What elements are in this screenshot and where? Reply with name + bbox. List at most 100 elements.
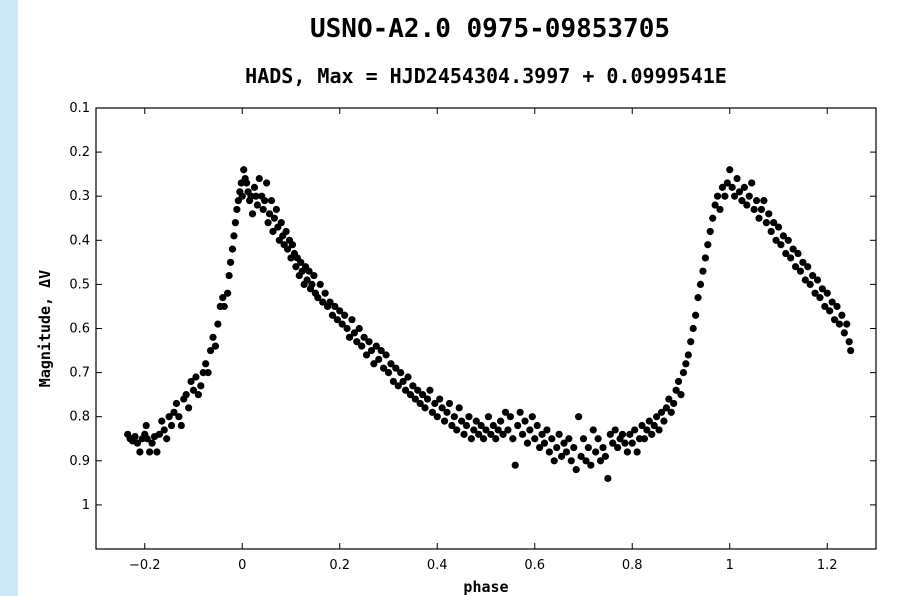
left-accent-bar [0,0,18,596]
y-tick-label: 0.2 [69,145,90,160]
data-point [711,201,719,209]
data-point [462,421,471,430]
data-point [136,448,144,456]
data-point [348,316,356,324]
data-point [259,205,267,214]
data-point [404,373,412,381]
data-point [623,448,631,456]
data-point [426,386,434,394]
data-point [206,346,215,355]
data-point [533,421,541,430]
data-point [175,413,183,421]
data-point [721,192,729,200]
data-point [406,391,415,399]
data-point [782,249,790,258]
data-point [160,426,168,434]
data-point [606,430,614,438]
data-point [265,210,274,218]
data-point [748,179,756,187]
data-point [230,232,238,240]
data-point [677,391,685,399]
data-point [377,346,385,355]
data-point [428,408,436,416]
data-point [448,421,456,430]
data-point [704,241,712,249]
data-point [557,452,566,460]
data-point [531,435,539,443]
data-point [443,408,451,416]
data-point [765,210,773,218]
data-point [657,408,666,416]
data-point [643,426,651,434]
data-point [489,421,497,430]
data-point [482,426,490,434]
data-point [567,457,575,465]
data-point [238,192,246,200]
data-point [648,430,656,438]
data-point [197,382,205,390]
data-point [458,417,466,425]
data-point [755,214,763,222]
data-point [165,413,173,421]
data-point [185,404,193,412]
data-point [328,311,337,319]
data-point [784,236,792,244]
data-point [665,395,673,403]
data-point [796,267,805,275]
data-point [830,316,839,324]
data-point [565,435,573,443]
data-point [548,435,556,443]
data-point [362,351,371,359]
data-point [492,435,500,443]
data-point [250,183,259,191]
data-point [436,395,444,403]
data-point [833,302,841,311]
data-point [570,443,578,452]
data-point [326,298,334,306]
data-point [253,201,261,209]
x-tick-label: 0.2 [329,558,350,573]
data-point [789,245,797,253]
data-point [172,399,181,408]
data-point [484,413,493,421]
data-point [572,466,580,474]
data-point [167,421,176,430]
data-point [614,443,622,452]
data-point [308,280,316,288]
plot-frame [95,107,877,550]
data-point [628,439,636,447]
data-point [726,166,734,174]
data-point [269,227,277,236]
data-point [733,174,741,183]
data-point [760,197,768,205]
data-point [433,413,441,421]
data-point [365,338,373,346]
x-tick-label: 1 [726,558,734,573]
data-point [777,241,785,249]
data-point [155,430,163,438]
data-point [316,280,324,288]
data-points [124,166,855,483]
data-point [838,311,846,319]
data-point [397,369,405,377]
data-point [813,276,822,284]
data-point [774,223,783,231]
data-point [360,333,368,341]
data-point [477,421,485,430]
data-point [233,205,241,214]
data-point [288,241,297,249]
data-point [640,435,649,443]
data-point [411,395,419,403]
data-point [314,294,322,302]
data-point [662,404,670,412]
data-point [801,276,809,284]
data-point [163,435,171,443]
data-point [194,391,202,399]
data-point [799,258,807,266]
data-point [670,399,678,408]
data-point [319,298,327,306]
data-point [333,316,341,324]
x-tick-label: 1.2 [817,558,838,573]
data-point [455,404,463,412]
data-point [528,413,536,421]
